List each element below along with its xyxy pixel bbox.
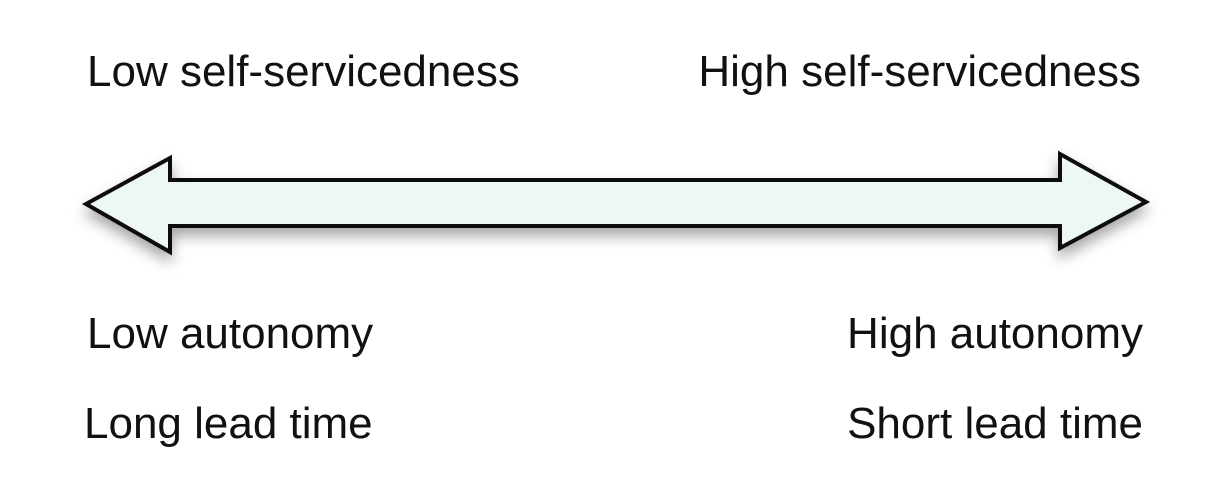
right-bottom-label-1: High autonomy [847,309,1143,358]
left-bottom-label-1: Low autonomy [87,309,374,358]
left-bottom-label-2: Long lead time [84,399,373,448]
left-top-label: Low self-servicedness [87,47,520,96]
arrow-shape [81,150,1151,256]
right-top-label: High self-servicedness [698,47,1141,96]
right-bottom-label-2: Short lead time [847,399,1143,448]
